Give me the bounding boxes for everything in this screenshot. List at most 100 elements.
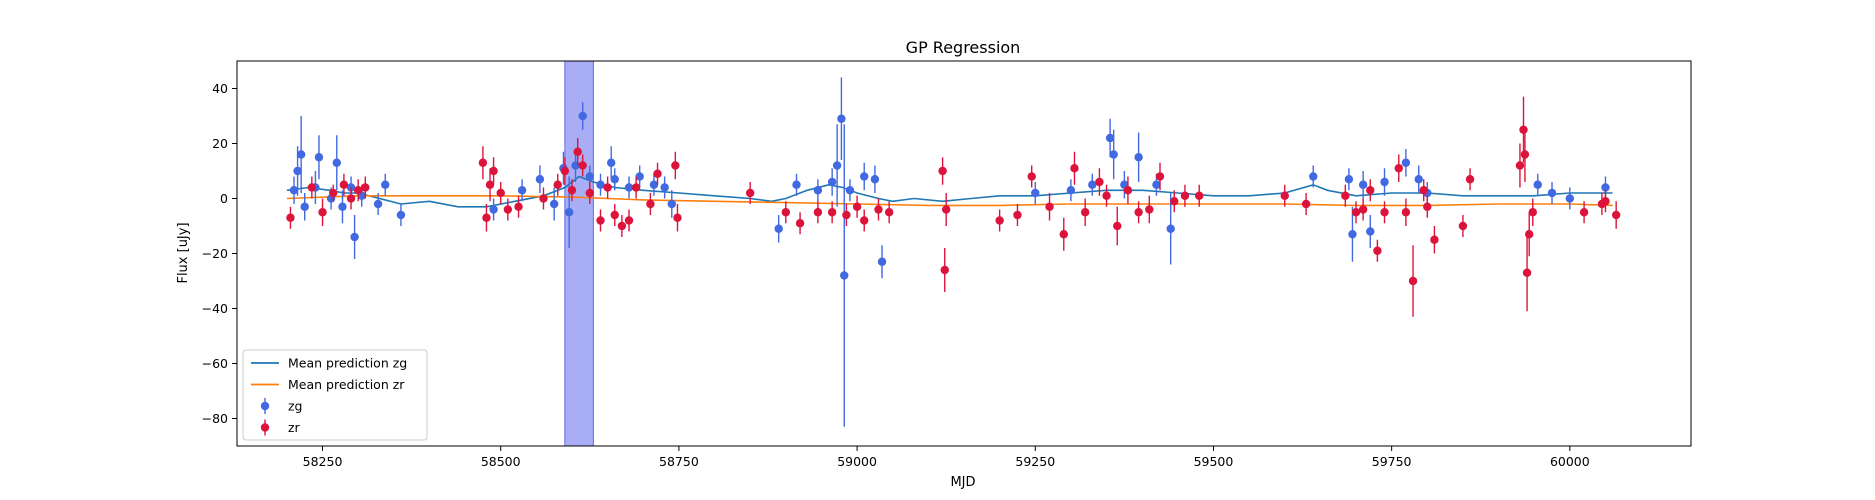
data-point-zg bbox=[1344, 175, 1354, 184]
data-point-zg bbox=[1166, 224, 1175, 233]
data-point-zr bbox=[514, 202, 523, 211]
data-point-zg bbox=[289, 186, 299, 195]
data-point-zr bbox=[1113, 221, 1122, 231]
data-point-zg bbox=[1109, 150, 1118, 159]
data-point-zg bbox=[564, 208, 574, 217]
data-point-zg bbox=[578, 111, 587, 121]
data-point-zg bbox=[535, 175, 545, 184]
data-point-zg bbox=[332, 158, 341, 167]
data-point-zr bbox=[1341, 191, 1350, 200]
data-point-zr bbox=[578, 161, 587, 170]
data-point-zr bbox=[318, 208, 327, 217]
data-point-zg bbox=[660, 183, 669, 192]
data-point-zg bbox=[667, 199, 676, 209]
data-point-zr bbox=[596, 216, 605, 225]
data-point-zr bbox=[1102, 191, 1111, 200]
data-point-zr bbox=[1465, 175, 1475, 184]
data-point-zg bbox=[1031, 188, 1040, 198]
plot-area: 58250 58500 58750 59000 59250 59500 59750 60000… bbox=[202, 60, 1692, 469]
data-point-zr bbox=[1027, 172, 1036, 181]
data-point-zr bbox=[482, 213, 491, 222]
data-point-zg bbox=[300, 202, 309, 211]
data-point-zr bbox=[1070, 164, 1079, 173]
data-point-zr bbox=[346, 194, 356, 203]
data-point-zr bbox=[1095, 177, 1104, 187]
data-point-zg bbox=[774, 224, 783, 233]
data-point-zg bbox=[860, 172, 869, 181]
data-point-zr bbox=[1601, 197, 1610, 206]
data-point-zr bbox=[1579, 208, 1589, 217]
y-tick-label: 20 bbox=[212, 136, 228, 151]
data-point-zg bbox=[1380, 177, 1389, 187]
data-point-zg bbox=[813, 186, 823, 195]
legend-box bbox=[242, 349, 428, 441]
legend: Mean prediction zg Mean prediction zr zg zr bbox=[242, 349, 428, 441]
data-point-zg bbox=[827, 177, 837, 187]
data-point-zr bbox=[573, 147, 582, 156]
data-point-zg bbox=[585, 172, 595, 181]
data-point-zr bbox=[1519, 125, 1528, 134]
data-point-zr bbox=[1373, 246, 1382, 255]
data-point-zr bbox=[1430, 235, 1439, 244]
data-point-zr bbox=[585, 188, 595, 198]
data-point-zr bbox=[478, 158, 488, 167]
data-layer bbox=[286, 77, 1621, 427]
data-point-zg bbox=[635, 172, 644, 181]
data-point-zg bbox=[293, 166, 302, 176]
data-point-zr bbox=[489, 166, 498, 176]
chart-title: GP Regression bbox=[906, 38, 1021, 57]
x-tick-label: 58500 bbox=[481, 454, 521, 469]
data-point-zg bbox=[517, 186, 527, 195]
data-point-zr bbox=[1366, 186, 1375, 195]
x-tick-label: 59750 bbox=[1372, 454, 1412, 469]
data-point-zg bbox=[1533, 180, 1542, 189]
data-point-zr bbox=[1522, 268, 1532, 277]
data-point-zg bbox=[610, 175, 619, 184]
data-point-zr bbox=[339, 180, 349, 189]
data-point-zg bbox=[1309, 172, 1318, 181]
data-point-zr bbox=[610, 210, 619, 220]
data-point-zg bbox=[350, 232, 359, 242]
data-point-zg bbox=[792, 180, 801, 189]
data-point-zr bbox=[1301, 199, 1311, 209]
data-point-zr bbox=[1515, 161, 1525, 170]
data-point-zr bbox=[842, 210, 851, 220]
data-point-zg bbox=[877, 257, 887, 266]
y-axis-label: Flux [uJy] bbox=[176, 222, 191, 283]
data-point-zr bbox=[1280, 191, 1289, 200]
data-point-zr bbox=[646, 199, 655, 209]
data-point-zg bbox=[1601, 183, 1610, 192]
data-point-zr bbox=[1080, 208, 1090, 217]
data-point-zr bbox=[603, 183, 612, 192]
data-point-zr bbox=[671, 161, 680, 170]
data-point-zr bbox=[795, 219, 805, 228]
legend-label: zr bbox=[288, 420, 301, 435]
data-point-zr bbox=[673, 213, 682, 222]
data-point-zr bbox=[1123, 186, 1133, 195]
data-point-zg bbox=[832, 161, 842, 170]
data-point-zg bbox=[1366, 227, 1375, 236]
data-point-zr bbox=[361, 183, 370, 192]
data-point-zr bbox=[560, 166, 570, 176]
data-point-zr bbox=[1528, 208, 1537, 217]
data-point-zr bbox=[1351, 208, 1361, 217]
data-point-zr bbox=[1458, 221, 1468, 231]
data-point-zg bbox=[1414, 175, 1423, 184]
data-point-zr bbox=[1059, 230, 1068, 239]
data-point-zr bbox=[1134, 208, 1143, 217]
data-point-zr bbox=[813, 208, 823, 217]
x-tick-label: 58250 bbox=[303, 454, 343, 469]
data-point-zg bbox=[1358, 180, 1368, 189]
data-point-zg bbox=[338, 202, 347, 211]
data-point-zg bbox=[870, 175, 880, 184]
data-point-zg bbox=[381, 180, 390, 189]
data-point-zg bbox=[624, 183, 634, 192]
data-point-zr bbox=[617, 221, 627, 231]
data-point-zg bbox=[840, 271, 849, 280]
data-point-zr bbox=[553, 180, 562, 189]
data-point-zr bbox=[1045, 202, 1054, 211]
data-point-zg bbox=[837, 114, 846, 123]
data-point-zr bbox=[938, 166, 947, 176]
data-point-zg bbox=[1134, 153, 1143, 162]
